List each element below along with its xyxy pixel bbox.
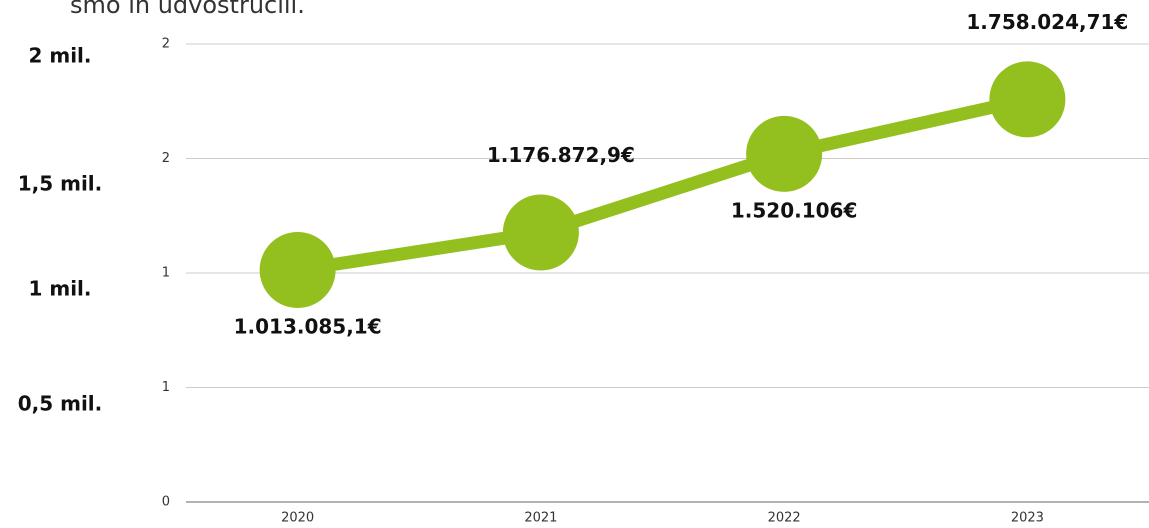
x-tick-label: 2023 [1011, 511, 1044, 526]
axis-overlay-label: 2 mil. [28, 44, 91, 68]
x-tick-label: 2021 [524, 511, 557, 526]
y-tick-label: 2 [162, 151, 170, 166]
value-label: 1.520.106€ [731, 198, 858, 222]
axis-overlay-label: 1,5 mil. [18, 172, 103, 196]
value-label: 1.758.024,71€ [966, 10, 1128, 34]
value-label: 1.176.872,9€ [487, 143, 635, 167]
x-tick-label: 2020 [281, 511, 314, 526]
y-tick-label: 0 [162, 495, 170, 510]
y-tick-label: 1 [162, 380, 170, 395]
point-marker [259, 232, 336, 309]
point-marker [989, 61, 1066, 138]
y-tick-label: 1 [162, 266, 170, 281]
axis-overlay-label: 0,5 mil. [18, 392, 103, 416]
axis-overlay-label: 1 mil. [28, 277, 91, 301]
y-tick-label: 2 [162, 37, 170, 52]
x-tick-label: 2022 [768, 511, 801, 526]
series-line [291, 92, 1034, 277]
value-label: 1.013.085,1€ [234, 315, 382, 339]
point-marker [502, 194, 579, 271]
point-marker [746, 115, 823, 192]
intro-text: smo in udvostručili. [70, 0, 305, 19]
